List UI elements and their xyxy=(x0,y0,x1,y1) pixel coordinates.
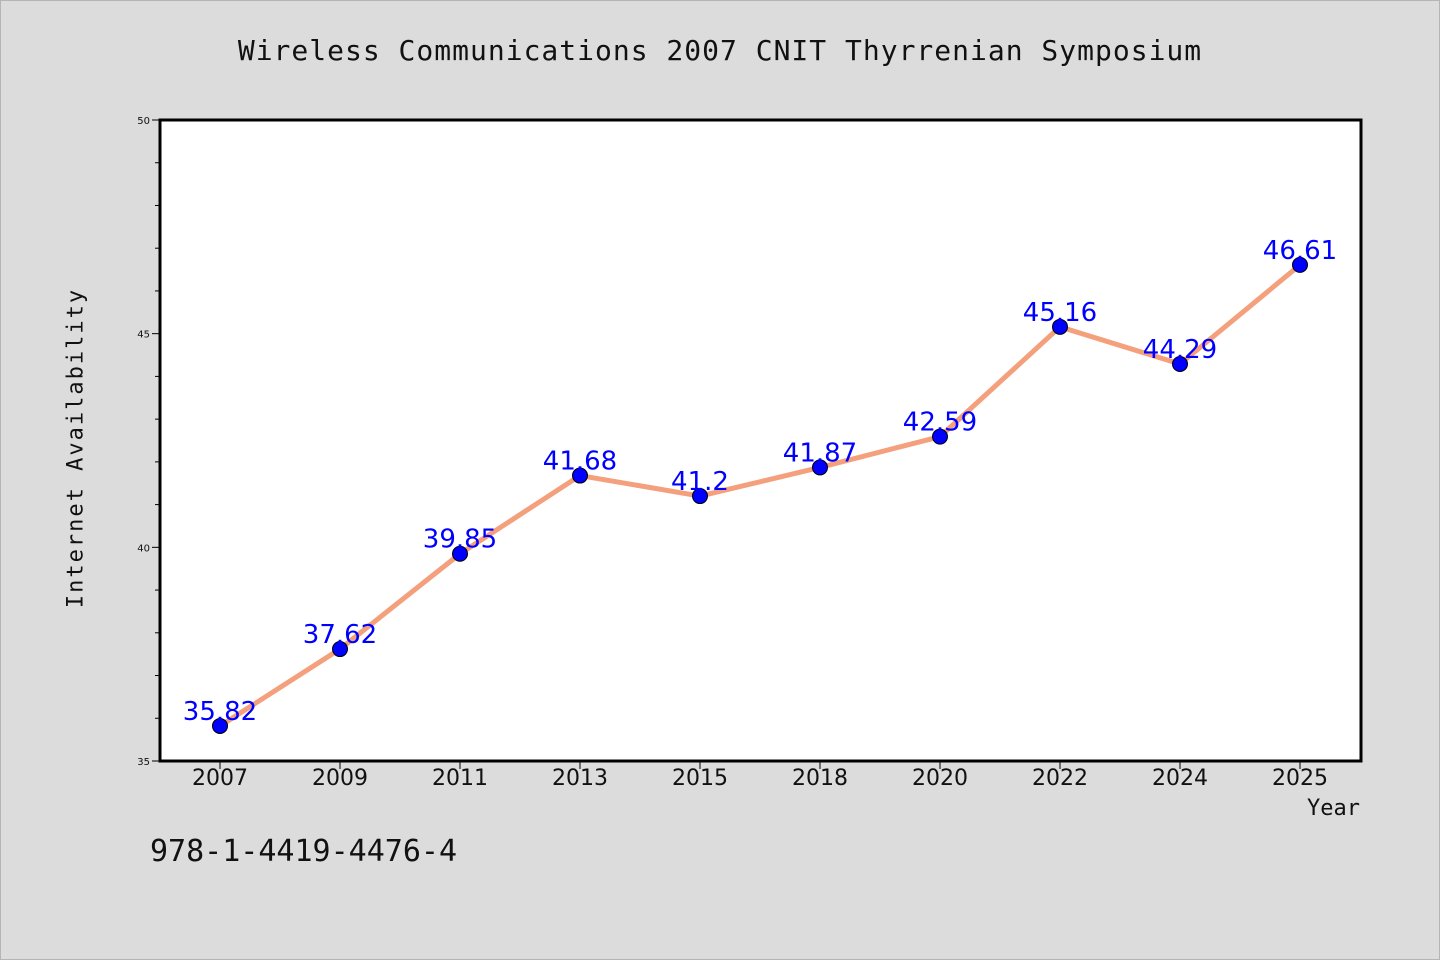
footer-isbn: 978-1-4419-4476-4 xyxy=(150,834,458,869)
y-tick-label: 35 xyxy=(137,757,150,768)
x-tick-label: 2007 xyxy=(192,766,248,791)
data-label: 39.85 xyxy=(423,525,497,555)
data-point xyxy=(212,717,228,734)
data-label: 35.82 xyxy=(183,697,257,727)
data-label: 37.62 xyxy=(303,620,377,650)
data-label: 42.59 xyxy=(903,408,977,438)
x-tick-label: 2025 xyxy=(1272,766,1328,791)
data-point xyxy=(1292,256,1308,273)
data-label: 45.16 xyxy=(1023,298,1097,328)
x-tick-label: 2011 xyxy=(432,766,488,791)
data-label: 41.2 xyxy=(671,467,729,497)
data-point xyxy=(1172,356,1188,373)
y-tick-label: 45 xyxy=(137,330,150,341)
data-label: 41.87 xyxy=(783,438,857,468)
x-tick-label: 2013 xyxy=(552,766,608,791)
data-point xyxy=(932,428,948,445)
data-label: 44.29 xyxy=(1143,335,1217,365)
x-tick-label: 2020 xyxy=(912,766,968,791)
data-point xyxy=(812,459,828,476)
data-point xyxy=(332,641,348,658)
data-point xyxy=(452,545,468,562)
y-tick-label: 40 xyxy=(137,543,150,554)
data-point xyxy=(572,467,588,484)
data-label: 46.61 xyxy=(1263,236,1337,266)
x-tick-label: 2009 xyxy=(312,766,368,791)
x-tick-label: 2015 xyxy=(672,766,728,791)
y-tick-label: 50 xyxy=(137,116,150,127)
data-point xyxy=(692,488,708,505)
series-line xyxy=(217,262,1303,729)
plot-area xyxy=(158,118,1363,763)
chart-title: Wireless Communications 2007 CNIT Thyrre… xyxy=(237,34,1203,67)
x-tick-label: 2022 xyxy=(1032,766,1088,791)
x-tick-label: 2024 xyxy=(1152,766,1208,791)
x-tick-label: 2018 xyxy=(792,766,848,791)
data-label: 41.68 xyxy=(543,447,617,477)
data-point xyxy=(1052,318,1068,335)
x-axis-label: Year xyxy=(1307,796,1360,821)
